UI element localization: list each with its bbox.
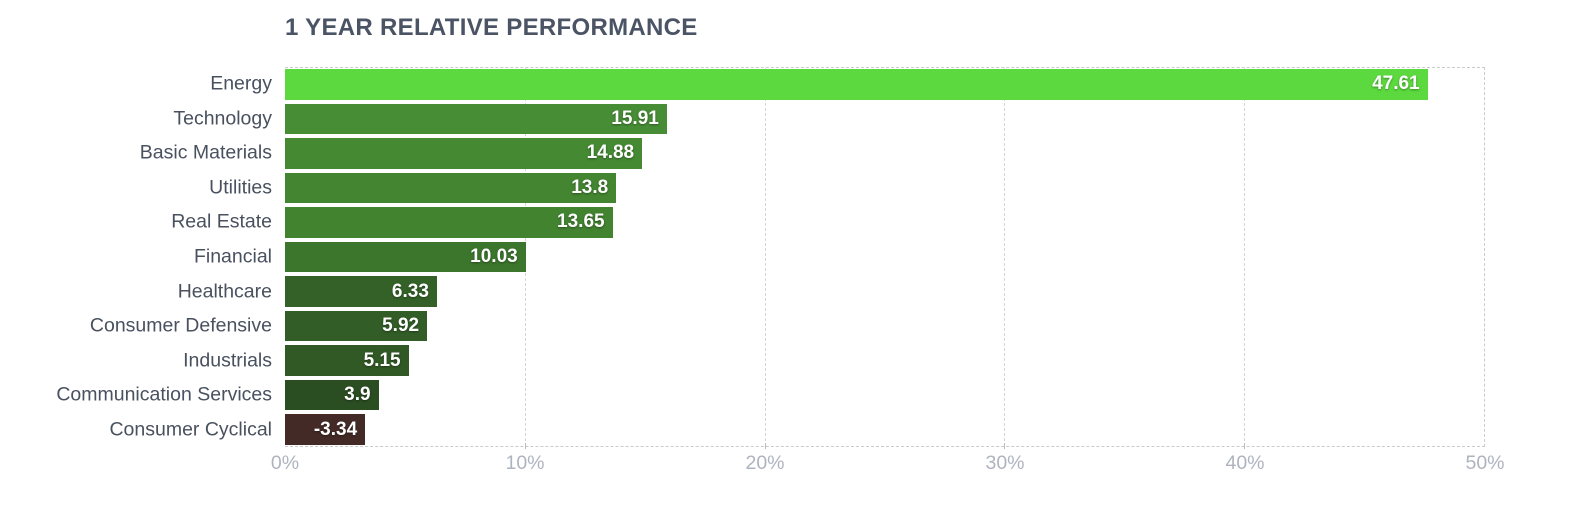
category-label-energy: Energy (210, 72, 272, 95)
axis-tick-mark (1004, 443, 1006, 449)
bar-row-basic-materials: Basic Materials 14.88 (140, 136, 1485, 171)
gridline-40pct (1244, 68, 1246, 446)
category-label-technology: Technology (173, 107, 272, 130)
x-axis-tick-label: 50% (1465, 452, 1505, 474)
bar-energy[interactable]: 47.61 (285, 69, 1428, 100)
category-label-industrials: Industrials (183, 349, 272, 372)
chart-title: 1 YEAR RELATIVE PERFORMANCE (285, 14, 698, 41)
bar-healthcare[interactable]: 6.33 (285, 276, 437, 307)
bar-value-label: 3.9 (344, 384, 371, 406)
axis-tick-mark (1244, 443, 1246, 449)
bar-row-consumer-cyclical: Consumer Cyclical -3.34 (109, 412, 1485, 447)
gridline-30pct (1004, 68, 1006, 446)
x-axis-tick-label: 40% (1225, 452, 1265, 474)
bar-industrials[interactable]: 5.15 (285, 345, 409, 376)
bar-row-healthcare: Healthcare 6.33 (178, 274, 1485, 309)
bar-value-label: 5.15 (363, 349, 401, 371)
bar-value-label: 13.65 (557, 211, 605, 233)
bar-row-industrials: Industrials 5.15 (183, 343, 1485, 378)
bar-value-label: 14.88 (586, 142, 635, 164)
bar-row-real-estate: Real Estate 13.65 (171, 205, 1485, 240)
category-label-financial: Financial (193, 245, 272, 268)
bar-value-label: 47.61 (1372, 73, 1420, 95)
bar-row-communication-services: Communication Services 3.9 (56, 378, 1485, 413)
bar-financial[interactable]: 10.03 (285, 241, 526, 273)
axis-tick-mark (524, 443, 526, 449)
bar-real-estate[interactable]: 13.65 (285, 207, 613, 238)
plot-area: Energy 47.61 Technology 15.91 Basic Mate… (56, 67, 1485, 449)
bar-value-label: 10.03 (470, 246, 518, 267)
category-label-consumer-cyclical: Consumer Cyclical (109, 418, 272, 441)
category-label-utilities: Utilities (209, 176, 272, 199)
bar-value-label: 15.91 (611, 107, 659, 129)
bar-utilities[interactable]: 13.8 (285, 172, 617, 204)
category-label-consumer-defensive: Consumer Defensive (89, 314, 272, 337)
x-axis: 0% 10% 20% 30% 40% 50% (271, 452, 1505, 478)
bar-value-label: -3.34 (313, 418, 358, 440)
bar-value-label: 13.8 (571, 176, 609, 198)
bar-row-energy: Energy 47.61 (210, 67, 1485, 102)
x-axis-tick-label: 0% (270, 452, 300, 474)
bar-consumer-cyclical[interactable]: -3.34 (285, 414, 366, 446)
x-axis-tick-label: 10% (505, 452, 545, 474)
bar-value-label: 6.33 (391, 280, 429, 302)
category-label-communication-services: Communication Services (56, 383, 272, 406)
bar-rows: Energy 47.61 Technology 15.91 Basic Mate… (56, 67, 1485, 447)
gridline-20pct (764, 68, 766, 446)
bar-communication-services[interactable]: 3.9 (285, 379, 379, 411)
category-label-real-estate: Real Estate (171, 210, 272, 233)
bar-row-financial: Financial 10.03 (194, 240, 1485, 275)
x-axis-tick-label: 30% (985, 452, 1025, 474)
bar-basic-materials[interactable]: 14.88 (285, 138, 643, 169)
bar-consumer-defensive[interactable]: 5.92 (285, 310, 428, 342)
bar-value-label: 5.92 (382, 315, 420, 337)
axis-tick-mark (764, 443, 766, 449)
bar-row-technology: Technology 15.91 (173, 102, 1485, 137)
category-label-healthcare: Healthcare (177, 280, 272, 303)
x-axis-tick-label: 20% (745, 452, 785, 474)
category-label-basic-materials: Basic Materials (139, 141, 272, 164)
bar-row-consumer-defensive: Consumer Defensive 5.92 (90, 309, 1485, 344)
bar-technology[interactable]: 15.91 (285, 103, 667, 135)
bar-row-utilities: Utilities 13.8 (209, 171, 1485, 206)
